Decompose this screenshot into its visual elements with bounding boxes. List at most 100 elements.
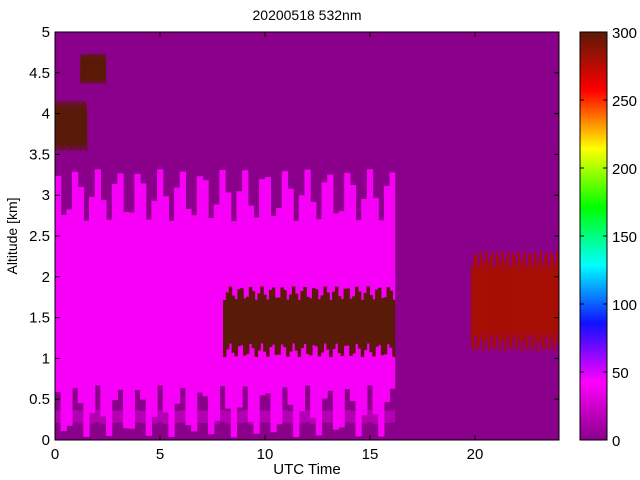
heatmap-cell [111, 183, 118, 401]
heatmap-cell [168, 220, 175, 437]
y-tick-label: 5 [42, 24, 50, 41]
heatmap-cell [377, 287, 382, 345]
heatmap-cell [277, 297, 281, 355]
colorbar-tick-label: 150 [612, 229, 637, 246]
heatmap-cell [281, 410, 289, 423]
heatmap-cell [234, 299, 238, 357]
heatmap-cell [372, 299, 376, 357]
heatmap-cell [85, 110, 88, 151]
heatmap-cell [219, 409, 226, 423]
heatmap-cell [542, 269, 545, 351]
heatmap-cell [185, 208, 192, 426]
colorbar-tick-label: 0 [612, 433, 620, 450]
heatmap-cell [291, 286, 296, 344]
heatmap-cell [491, 252, 494, 335]
heatmap-cell [202, 410, 209, 423]
heatmap-cell [157, 169, 164, 386]
y-axis-label: Altitude [km] [4, 197, 20, 274]
heatmap-cell [323, 286, 327, 344]
x-tick-label: 15 [362, 446, 379, 463]
heatmap-cell [479, 251, 482, 334]
heatmap-cell [523, 251, 526, 333]
heatmap-cell [539, 250, 542, 333]
heatmap-cell [513, 255, 516, 337]
heatmap-cell [486, 262, 490, 345]
heatmap-cell [517, 250, 520, 333]
x-tick-label: 5 [156, 446, 164, 463]
heatmap-cell [304, 169, 311, 386]
heatmap-cell [123, 212, 130, 429]
heatmap-cell [389, 290, 393, 348]
heatmap-cell [473, 254, 476, 337]
heatmap-cell [504, 270, 507, 352]
heatmap-cell [389, 410, 396, 423]
heatmap-cell [111, 410, 118, 423]
y-tick-label: 1.5 [29, 310, 50, 327]
heatmap-cell [372, 411, 379, 425]
heatmap-cell [162, 411, 169, 424]
heatmap-cell [531, 268, 534, 351]
heatmap-cell [100, 200, 107, 417]
heatmap-cell [179, 171, 187, 388]
heatmap-cell [157, 409, 164, 423]
heatmap-cell [213, 204, 221, 421]
heatmap-cell [237, 289, 241, 347]
heatmap-cell [243, 298, 247, 356]
heatmap-cell [264, 177, 272, 394]
heatmap-cell [254, 299, 259, 357]
heatmap-cell [386, 287, 391, 345]
heatmap-cell [501, 250, 504, 333]
heatmap-cell [89, 196, 96, 414]
heatmap-cell [383, 410, 391, 423]
heatmap-cell [482, 270, 485, 352]
y-tick-label: 4 [42, 106, 50, 123]
heatmap-cell [311, 288, 316, 346]
data-gap [395, 32, 471, 440]
heatmap-cell [134, 410, 141, 423]
heatmap-cell [470, 264, 473, 346]
heatmap-cell [355, 286, 359, 344]
x-axis-label: UTC Time [273, 461, 341, 478]
heatmap-cell [179, 410, 187, 423]
heatmap-cell [326, 292, 330, 350]
heatmap-cell [202, 180, 209, 397]
heatmap-cell [337, 296, 342, 354]
heatmap-cell [306, 296, 310, 355]
heatmap-cell [264, 410, 272, 423]
heatmap-cell [344, 172, 351, 390]
heatmap-cell [380, 298, 385, 356]
heatmap-cell [476, 268, 479, 350]
heatmap-cell [329, 299, 333, 358]
colorbar-tick-label: 200 [612, 161, 637, 178]
heatmap-cell [360, 299, 365, 358]
heatmap-cell [128, 212, 135, 429]
heatmap-cell [297, 299, 302, 357]
heatmap-cell [294, 293, 299, 351]
colorbar-tick-label: 250 [612, 93, 637, 110]
heatmap-cell [240, 288, 244, 346]
plot-area [54, 31, 560, 441]
heatmap-cell [522, 258, 525, 341]
x-tick-label: 0 [51, 446, 59, 463]
heatmap-cell [553, 270, 556, 352]
heatmap-cell [375, 289, 379, 347]
heatmap-cell [72, 410, 79, 423]
heatmap-cell [196, 176, 204, 393]
heatmap-cell [551, 257, 554, 339]
heatmap-cell [274, 297, 279, 355]
heatmap-cell [334, 286, 339, 344]
heatmap-cell [484, 260, 487, 343]
heatmap-cell [260, 286, 264, 344]
heatmap-cell [231, 295, 236, 353]
heatmap-cell [557, 262, 559, 344]
y-tick-label: 0 [42, 432, 50, 449]
heatmap-cell [228, 286, 233, 344]
heatmap-cell [332, 291, 336, 350]
heatmap-cell [174, 187, 181, 404]
y-tick-label: 2 [42, 269, 50, 286]
heatmap-cell [242, 170, 249, 387]
heatmap-cell [162, 196, 169, 413]
colorbar-ticks: 0 50 100 150 200 250 300 [580, 25, 637, 450]
heatmap-cell [289, 294, 293, 352]
